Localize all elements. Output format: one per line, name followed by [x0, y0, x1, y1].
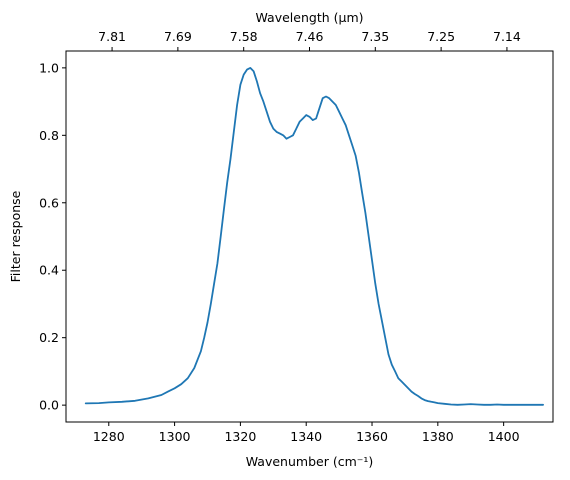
x-tick-label: 1360 — [356, 429, 388, 444]
x-tick-label: 1400 — [488, 429, 520, 444]
top-tick-label: 7.14 — [493, 29, 521, 44]
top-tick-label: 7.81 — [98, 29, 126, 44]
x-tick-label: 1320 — [224, 429, 256, 444]
left-axis: 0.0 0.2 0.4 0.6 0.8 1.0 — [39, 60, 66, 413]
y-tick-label: 0.0 — [39, 398, 59, 413]
filter-response-line — [84, 67, 544, 406]
plot-frame — [65, 50, 554, 423]
plot-layer — [84, 67, 544, 406]
y-tick-label: 0.8 — [39, 128, 59, 143]
x-axis-title: Wavenumber (cm⁻¹) — [246, 454, 373, 469]
top-axis: 7.81 7.69 7.58 7.46 7.35 7.25 7.14 — [98, 29, 521, 51]
x-tick-label: 1340 — [290, 429, 322, 444]
top-axis-title: Wavelength (μm) — [255, 10, 363, 25]
x-tick-label: 1380 — [422, 429, 454, 444]
x-tick-label: 1300 — [159, 429, 191, 444]
top-tick-label: 7.69 — [164, 29, 192, 44]
y-tick-label: 1.0 — [39, 60, 59, 75]
x-tick-label: 1280 — [93, 429, 125, 444]
top-tick-label: 7.58 — [230, 29, 258, 44]
top-tick-label: 7.35 — [361, 29, 389, 44]
bottom-axis: 1280 1300 1320 1340 1360 1380 1400 — [93, 422, 520, 444]
top-tick-label: 7.25 — [427, 29, 455, 44]
y-axis-title: Filter response — [8, 190, 23, 282]
y-tick-label: 0.2 — [39, 330, 59, 345]
y-tick-label: 0.4 — [39, 263, 59, 278]
y-tick-label: 0.6 — [39, 195, 59, 210]
top-tick-label: 7.46 — [296, 29, 324, 44]
